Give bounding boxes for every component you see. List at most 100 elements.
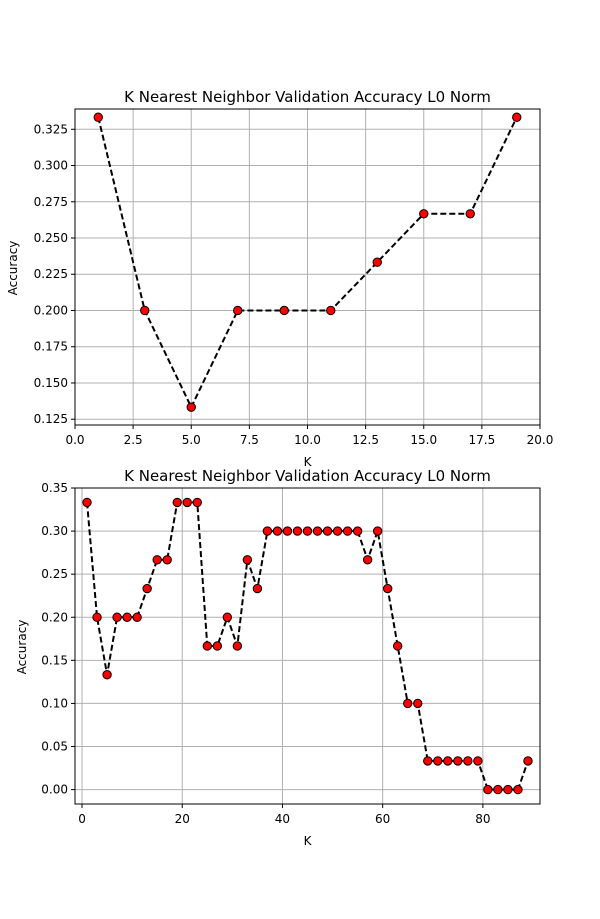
data-point xyxy=(279,305,289,316)
data-point xyxy=(413,698,423,709)
data-point xyxy=(162,555,172,565)
data-point xyxy=(473,756,483,766)
x-tick-label: 20.0 xyxy=(527,433,554,447)
plot-frame xyxy=(74,487,541,805)
x-tick-label: 80 xyxy=(475,812,490,826)
data-point xyxy=(192,497,202,508)
data-point xyxy=(465,209,475,219)
data-point xyxy=(112,612,122,622)
data-point xyxy=(232,641,243,651)
y-tick-label: 0.325 xyxy=(34,122,68,136)
data-point xyxy=(342,526,353,536)
data-point xyxy=(186,402,196,412)
x-tick-label: 7.5 xyxy=(240,433,259,447)
data-point xyxy=(382,583,393,594)
data-point xyxy=(172,497,182,508)
gridlines xyxy=(74,109,541,425)
y-tick-label: 0.15 xyxy=(41,653,68,667)
data-point xyxy=(252,583,263,594)
data-point xyxy=(332,526,343,536)
data-point xyxy=(242,555,253,565)
x-tick-label: 0.0 xyxy=(65,433,84,447)
x-axis-label: K xyxy=(304,455,313,469)
top-chart: K Nearest Neighbor Validation Accuracy L… xyxy=(6,88,553,469)
x-tick-label: 40 xyxy=(275,812,290,826)
ticks: 0 20 40 60 80 0.00 0.05 0.10 0.15 0.20 0.25 0.30 0.3… xyxy=(41,481,490,826)
data-point xyxy=(233,305,243,316)
data-points xyxy=(82,497,533,795)
y-tick-label: 0.05 xyxy=(41,740,68,754)
data-point xyxy=(272,526,283,536)
x-tick-label: 15.0 xyxy=(410,433,437,447)
data-point xyxy=(352,526,363,536)
y-axis-label: Accuracy xyxy=(6,241,20,296)
data-point xyxy=(453,756,463,766)
data-point xyxy=(392,641,403,651)
data-point xyxy=(282,526,293,536)
data-point xyxy=(92,612,102,622)
data-point xyxy=(419,209,429,219)
chart-title: K Nearest Neighbor Validation Accuracy L… xyxy=(124,88,491,106)
data-point xyxy=(292,526,303,536)
data-point xyxy=(423,756,433,766)
y-axis-label: Accuracy xyxy=(15,620,29,675)
x-tick-label: 10.0 xyxy=(294,433,321,447)
x-tick-label: 60 xyxy=(375,812,390,826)
y-tick-label: 0.35 xyxy=(41,481,68,495)
data-point xyxy=(182,497,192,508)
y-tick-label: 0.125 xyxy=(34,412,68,426)
y-tick-label: 0.175 xyxy=(34,340,68,354)
data-point xyxy=(132,612,142,622)
x-tick-label: 0 xyxy=(78,812,86,826)
data-points xyxy=(93,112,522,412)
y-tick-label: 0.25 xyxy=(41,567,68,581)
data-point xyxy=(262,526,273,536)
y-tick-label: 0.00 xyxy=(41,783,68,797)
data-point xyxy=(433,756,443,766)
x-tick-label: 2.5 xyxy=(124,433,143,447)
data-point xyxy=(312,526,323,536)
y-tick-label: 0.150 xyxy=(34,376,68,390)
data-point xyxy=(493,784,503,795)
data-point xyxy=(483,784,493,795)
data-point xyxy=(513,784,523,795)
data-point xyxy=(222,612,233,622)
y-tick-label: 0.20 xyxy=(41,610,68,624)
plot-frame xyxy=(74,108,541,426)
bottom-chart: K Nearest Neighbor Validation Accuracy L… xyxy=(15,467,541,848)
y-tick-label: 0.300 xyxy=(34,159,68,173)
data-point xyxy=(102,670,112,680)
data-point xyxy=(372,257,382,267)
y-tick-label: 0.250 xyxy=(34,231,68,245)
data-point xyxy=(372,526,383,536)
data-point xyxy=(122,612,132,622)
data-point xyxy=(403,698,413,709)
data-point xyxy=(82,497,92,508)
series-line xyxy=(97,116,518,410)
x-tick-label: 5.0 xyxy=(182,433,201,447)
data-point xyxy=(362,555,373,565)
x-axis-label: K xyxy=(304,834,313,848)
data-point xyxy=(326,305,336,316)
data-point xyxy=(443,756,453,766)
y-tick-label: 0.200 xyxy=(34,303,68,317)
x-tick-label: 17.5 xyxy=(469,433,496,447)
x-tick-label: 20 xyxy=(175,812,190,826)
data-point xyxy=(302,526,313,536)
y-tick-label: 0.275 xyxy=(34,195,68,209)
x-tick-label: 12.5 xyxy=(352,433,379,447)
data-point xyxy=(140,305,150,316)
data-point xyxy=(152,555,162,565)
data-point xyxy=(142,583,152,594)
data-point xyxy=(322,526,333,536)
ticks: 0.0 2.5 5.0 7.5 10.0 12.5 15.0 17.5 20.0 0.125 0.1… xyxy=(34,122,554,447)
data-point xyxy=(202,641,212,651)
y-tick-label: 0.10 xyxy=(41,696,68,710)
y-tick-label: 0.225 xyxy=(34,267,68,281)
data-point xyxy=(512,112,522,122)
chart-title: K Nearest Neighbor Validation Accuracy L… xyxy=(124,467,491,485)
data-point xyxy=(212,641,223,651)
data-point xyxy=(93,112,103,122)
data-point xyxy=(523,756,533,766)
